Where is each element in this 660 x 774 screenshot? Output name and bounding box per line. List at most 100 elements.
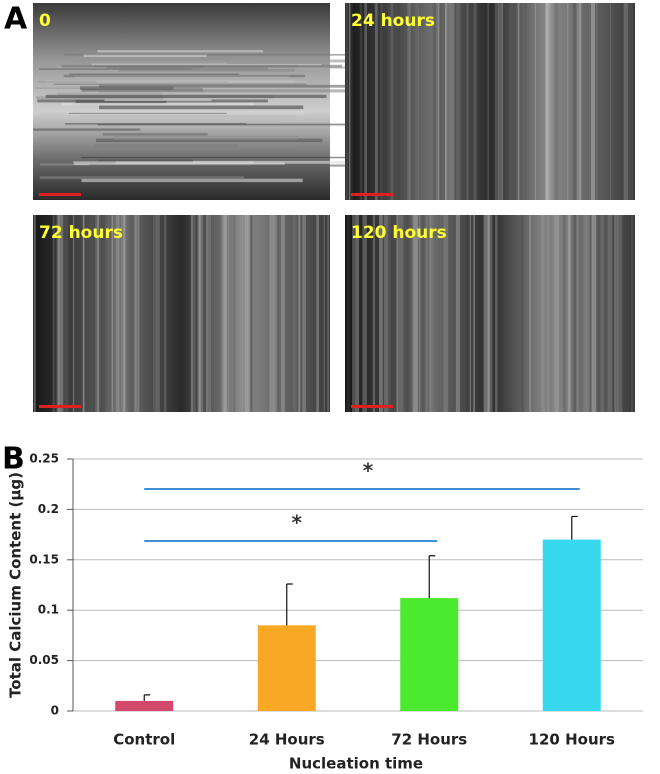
sem-image: 72 hours bbox=[33, 215, 330, 412]
sem-texture bbox=[429, 215, 435, 412]
image-label: 0 bbox=[39, 11, 51, 31]
sem-texture bbox=[550, 3, 552, 200]
sem-texture bbox=[275, 215, 280, 412]
sem-texture bbox=[591, 3, 596, 200]
sem-texture bbox=[444, 3, 447, 200]
sem-texture bbox=[67, 215, 70, 412]
sem-background bbox=[33, 215, 330, 412]
bar bbox=[542, 539, 601, 711]
sem-texture bbox=[396, 215, 399, 412]
sem-texture bbox=[250, 215, 253, 412]
sem-texture bbox=[524, 215, 527, 412]
x-tick-label: 120 Hours bbox=[529, 731, 615, 749]
sem-texture bbox=[534, 3, 536, 200]
sem-texture bbox=[379, 215, 383, 412]
sem-texture bbox=[362, 215, 367, 412]
sem-texture bbox=[549, 215, 553, 412]
sem-texture bbox=[623, 3, 629, 200]
sem-texture bbox=[435, 3, 440, 200]
sem-texture bbox=[411, 215, 414, 412]
sem-texture bbox=[483, 215, 489, 412]
sem-texture bbox=[61, 215, 64, 412]
sem-texture bbox=[488, 3, 490, 200]
sem-texture bbox=[63, 74, 306, 78]
sem-texture bbox=[575, 3, 580, 200]
sem-texture bbox=[387, 3, 390, 200]
sem-texture bbox=[555, 215, 558, 412]
sem-texture bbox=[70, 111, 306, 115]
sem-texture bbox=[118, 68, 295, 72]
sem-texture bbox=[545, 3, 548, 200]
sem-texture bbox=[612, 215, 617, 412]
sem-texture bbox=[429, 215, 432, 412]
sem-texture bbox=[487, 215, 490, 412]
sem-texture bbox=[524, 3, 527, 200]
sem-texture bbox=[97, 123, 388, 126]
sem-texture bbox=[209, 215, 211, 412]
sem-texture bbox=[93, 215, 97, 412]
sem-texture bbox=[97, 215, 99, 412]
sem-texture bbox=[192, 215, 196, 412]
sem-texture bbox=[298, 215, 301, 412]
sem-texture bbox=[549, 3, 554, 200]
sem-texture bbox=[614, 215, 618, 412]
sem-texture bbox=[413, 215, 418, 412]
sem-texture bbox=[473, 3, 477, 200]
scale-bar bbox=[39, 193, 81, 196]
sem-texture bbox=[582, 215, 587, 412]
sem-texture bbox=[114, 215, 118, 412]
sem-texture bbox=[137, 215, 140, 412]
sem-texture bbox=[494, 3, 500, 200]
sem-texture bbox=[440, 3, 442, 200]
sem-texture bbox=[437, 3, 439, 200]
sem-texture bbox=[591, 215, 597, 412]
sem-texture bbox=[419, 3, 423, 200]
sem-texture bbox=[228, 215, 232, 412]
sem-texture bbox=[345, 3, 348, 200]
sem-texture bbox=[79, 115, 296, 118]
error-bar bbox=[143, 694, 151, 701]
sem-texture bbox=[80, 156, 346, 159]
sem-texture bbox=[588, 3, 591, 200]
sem-texture bbox=[598, 215, 601, 412]
sem-texture bbox=[73, 161, 254, 163]
sem-texture bbox=[208, 215, 211, 412]
sem-texture bbox=[72, 215, 75, 412]
sem-texture bbox=[496, 215, 499, 412]
sem-texture bbox=[125, 215, 131, 412]
sem-texture bbox=[81, 178, 303, 183]
sem-texture bbox=[198, 215, 204, 412]
sem-texture bbox=[56, 92, 163, 96]
sem-texture bbox=[155, 215, 161, 412]
y-tick-label: 0 bbox=[51, 704, 59, 718]
sem-texture bbox=[568, 215, 573, 412]
error-bar bbox=[571, 515, 578, 540]
sem-texture bbox=[364, 3, 367, 200]
sem-texture bbox=[390, 3, 394, 200]
sem-texture bbox=[75, 99, 167, 104]
significance-star: * bbox=[363, 459, 374, 483]
sem-texture bbox=[157, 215, 159, 412]
sem-texture bbox=[474, 3, 478, 200]
sem-texture bbox=[104, 99, 212, 102]
sem-texture bbox=[39, 176, 245, 180]
sem-texture bbox=[45, 94, 327, 99]
sem-texture bbox=[80, 86, 174, 91]
sem-texture bbox=[521, 215, 524, 412]
sem-texture bbox=[466, 3, 469, 200]
sem-texture bbox=[95, 215, 98, 412]
sem-texture bbox=[445, 3, 449, 200]
sem-texture bbox=[628, 3, 633, 200]
sem-texture bbox=[345, 3, 351, 200]
sem-texture bbox=[545, 215, 547, 412]
sem-image: 0 bbox=[33, 3, 388, 200]
y-tick-label: 0.2 bbox=[38, 502, 59, 516]
x-tick-label: 72 Hours bbox=[391, 731, 467, 749]
sem-texture bbox=[281, 215, 286, 412]
sem-texture bbox=[432, 3, 435, 200]
sem-texture bbox=[495, 215, 497, 412]
sem-texture bbox=[401, 215, 405, 412]
bar bbox=[400, 598, 459, 711]
sem-texture bbox=[509, 3, 513, 200]
sem-texture bbox=[576, 215, 580, 412]
